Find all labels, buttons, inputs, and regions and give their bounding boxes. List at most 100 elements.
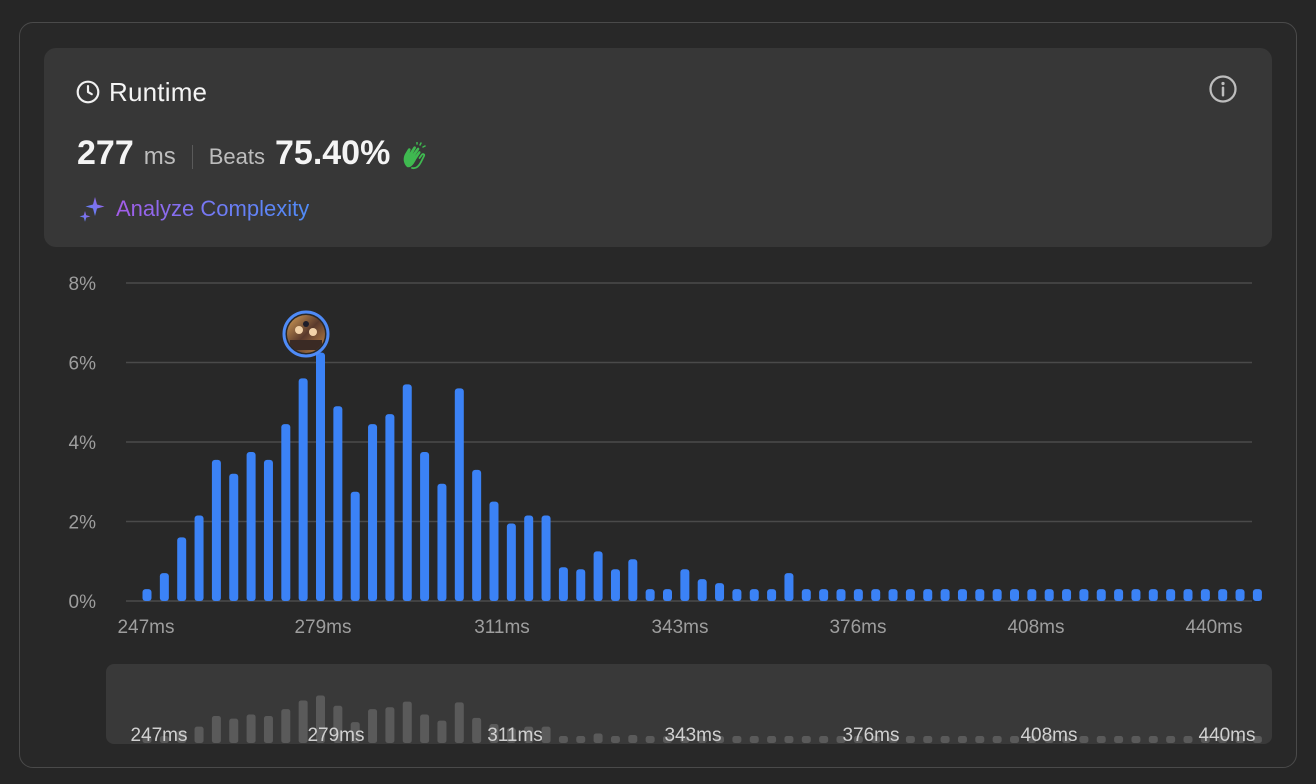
bar[interactable]: [801, 589, 811, 601]
bar[interactable]: [1044, 589, 1054, 601]
navigator-bar: [905, 736, 915, 743]
runtime-metric-row: 277 ms Beats 75.40%: [77, 134, 428, 180]
analyze-complexity-button[interactable]: Analyze Complexity: [78, 194, 309, 224]
navigator-x-label: 247ms: [130, 725, 187, 746]
navigator-bar: [1044, 736, 1054, 743]
bar[interactable]: [1252, 589, 1262, 601]
runtime-title: Runtime: [109, 76, 208, 107]
bar[interactable]: [1079, 589, 1089, 601]
bar[interactable]: [784, 573, 794, 601]
bar[interactable]: [1166, 589, 1176, 601]
bar[interactable]: [454, 388, 464, 601]
navigator-bar: [437, 720, 447, 743]
bar[interactable]: [593, 551, 603, 601]
navigator-bar: [940, 736, 950, 743]
clock-icon: [75, 79, 101, 105]
bar[interactable]: [715, 583, 725, 601]
bar[interactable]: [229, 473, 239, 601]
navigator-bar: [1218, 736, 1228, 743]
navigator-bar: [333, 705, 343, 743]
bar[interactable]: [836, 589, 846, 601]
bar[interactable]: [957, 589, 967, 601]
bar[interactable]: [385, 414, 395, 601]
navigator-x-label: 279ms: [307, 725, 364, 746]
bar[interactable]: [628, 559, 638, 601]
bar[interactable]: [1131, 589, 1141, 601]
bar[interactable]: [1183, 589, 1193, 601]
bar[interactable]: [819, 589, 829, 601]
y-tick-label: 8%: [69, 274, 97, 295]
navigator-bar: [1096, 736, 1106, 743]
bar[interactable]: [1010, 589, 1019, 601]
navigator-bar: [385, 707, 395, 743]
runtime-unit: ms: [143, 143, 176, 170]
bar[interactable]: [333, 406, 343, 601]
bar[interactable]: [298, 378, 308, 601]
navigator-bar: [1131, 736, 1141, 743]
metric-divider: [191, 145, 193, 169]
bar[interactable]: [1027, 589, 1037, 601]
navigator-bar: [350, 722, 360, 743]
bar[interactable]: [853, 589, 863, 601]
navigator-bar: [177, 730, 187, 743]
navigator-bar: [558, 736, 568, 743]
bar[interactable]: [350, 491, 360, 601]
navigator-bar: [628, 735, 638, 743]
bar[interactable]: [1062, 589, 1072, 601]
bar[interactable]: [541, 515, 551, 601]
bar[interactable]: [246, 451, 256, 601]
bar[interactable]: [871, 589, 881, 601]
navigator-x-label: 408ms: [1020, 725, 1077, 746]
bar[interactable]: [506, 523, 516, 601]
bar[interactable]: [281, 424, 291, 601]
bar[interactable]: [1200, 589, 1210, 601]
bar[interactable]: [767, 589, 777, 601]
bar[interactable]: [368, 424, 378, 601]
bar[interactable]: [263, 459, 273, 601]
navigator-bar: [801, 736, 811, 743]
bar[interactable]: [680, 569, 690, 601]
bar[interactable]: [697, 579, 707, 601]
bar[interactable]: [576, 569, 586, 601]
bar-highlighted[interactable]: [316, 352, 325, 601]
bar[interactable]: [732, 589, 742, 601]
x-tick-label: 279ms: [294, 617, 351, 638]
bar[interactable]: [645, 589, 655, 601]
bar[interactable]: [524, 515, 534, 601]
bar[interactable]: [975, 589, 985, 601]
bar[interactable]: [749, 589, 759, 601]
bar[interactable]: [888, 589, 898, 601]
bar[interactable]: [211, 459, 221, 601]
bar[interactable]: [159, 573, 169, 601]
bar[interactable]: [940, 589, 950, 601]
navigator-bar: [454, 702, 464, 743]
bar[interactable]: [1218, 589, 1228, 601]
bar[interactable]: [1096, 589, 1106, 601]
bar[interactable]: [610, 569, 620, 601]
bar[interactable]: [1148, 589, 1158, 601]
bar[interactable]: [437, 483, 447, 601]
bar[interactable]: [663, 589, 672, 601]
user-avatar-marker[interactable]: [282, 310, 330, 358]
navigator-bar: [281, 709, 291, 743]
bar[interactable]: [142, 589, 152, 601]
info-icon[interactable]: [1208, 74, 1238, 104]
bar[interactable]: [905, 589, 915, 601]
bar[interactable]: [1235, 589, 1245, 601]
bar[interactable]: [558, 567, 568, 601]
navigator-x-label: 440ms: [1198, 725, 1255, 746]
bar[interactable]: [420, 451, 430, 601]
bar[interactable]: [194, 515, 204, 601]
navigator-bar: [1079, 736, 1089, 743]
bar[interactable]: [992, 589, 1002, 601]
bar[interactable]: [489, 501, 499, 601]
bar[interactable]: [1114, 589, 1124, 601]
bar[interactable]: [177, 537, 187, 601]
bar[interactable]: [923, 589, 933, 601]
navigator-bar: [715, 736, 725, 743]
navigator-bar: [246, 714, 256, 743]
beats-percentage: 75.40%: [275, 134, 391, 172]
bar[interactable]: [472, 469, 482, 601]
navigator-bar: [975, 736, 985, 743]
bar[interactable]: [402, 384, 412, 601]
